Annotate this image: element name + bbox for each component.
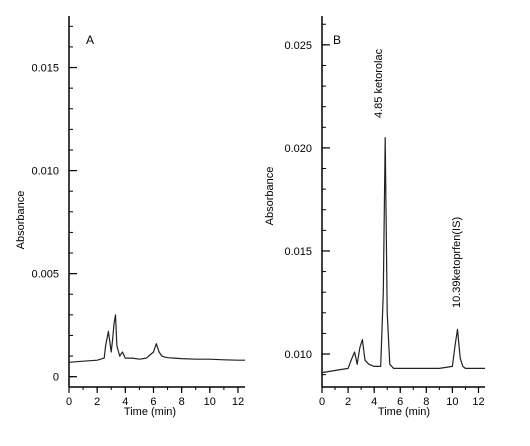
panel-a-x-tick-label: 2 bbox=[94, 396, 100, 408]
panel-a-y-tick-label: 0.010 bbox=[31, 166, 59, 178]
panel-a-x-tick-label: 6 bbox=[150, 396, 156, 408]
panel-b-x-tick-label: 10 bbox=[446, 396, 458, 408]
panel-b-y-tick-label: 0.025 bbox=[284, 40, 312, 52]
panel-b-y-axis-title: Absorbance bbox=[264, 167, 276, 226]
panel-a: A Absorbance Time (min) 0 0.005 0.010 0.015… bbox=[15, 16, 245, 418]
panel-b-letter: B bbox=[333, 33, 341, 47]
panel-a-x-axis-title: Time (min) bbox=[124, 406, 176, 418]
panel-a-y-tick-label: 0 bbox=[53, 372, 59, 384]
panel-b: B Absorbance Time (min) 4.85 ketorolac 1… bbox=[264, 16, 485, 418]
panel-a-y-tick-label: 0.015 bbox=[31, 63, 59, 75]
panel-b-x-tick-label: 4 bbox=[371, 396, 377, 408]
panel-b-chromatogram-trace bbox=[321, 137, 485, 374]
panel-a-x-tick-label: 10 bbox=[204, 396, 216, 408]
panel-b-y-tick-label: 0.010 bbox=[284, 349, 312, 361]
panel-a-y-tick-label: 0.005 bbox=[31, 269, 59, 281]
panel-a-chromatogram-trace bbox=[68, 314, 245, 363]
panel-a-x-tick-label: 12 bbox=[232, 396, 244, 408]
panel-a-x-tick-label: 8 bbox=[179, 396, 185, 408]
panel-b-x-tick-label: 6 bbox=[397, 396, 403, 408]
panel-b-x-tick-label: 2 bbox=[345, 396, 351, 408]
panel-b-x-axis-title: Time (min) bbox=[378, 406, 430, 418]
panel-b-x-tick-label: 12 bbox=[472, 396, 484, 408]
panel-a-y-axis-title: Absorbance bbox=[15, 191, 27, 250]
panel-b-x-tick-label: 8 bbox=[423, 396, 429, 408]
panel-b-y-tick-label: 0.020 bbox=[284, 143, 312, 155]
panel-b-y-tick-label: 0.015 bbox=[284, 246, 312, 258]
ketorolac-peak-label: 4.85 ketorolac bbox=[373, 48, 385, 118]
panel-a-letter: A bbox=[86, 33, 94, 47]
panel-b-x-tick-label: 0 bbox=[319, 396, 325, 408]
panel-a-x-tick-label: 0 bbox=[66, 396, 72, 408]
panel-a-x-tick-label: 4 bbox=[122, 396, 128, 408]
ketoprofen-peak-label: 10.39ketoprfen(IS) bbox=[451, 217, 463, 308]
